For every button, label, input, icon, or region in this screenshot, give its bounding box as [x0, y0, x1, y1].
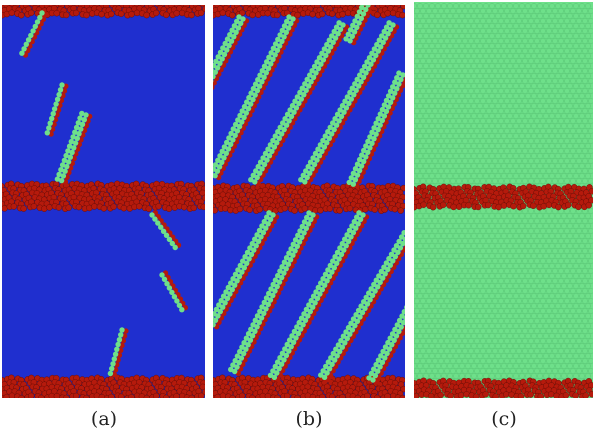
grain-boundary-middle — [414, 183, 593, 211]
defect-stripe — [159, 270, 188, 313]
twin-stripe-upper — [298, 20, 400, 187]
panel-a-atom-map — [2, 5, 205, 398]
defect-stripe — [54, 110, 93, 185]
grain-boundary-top — [213, 5, 405, 19]
panel-b-image — [213, 5, 405, 398]
twin-stripe-lower — [228, 210, 320, 376]
grain-boundary-middle — [2, 180, 205, 212]
caption-b: (b) — [295, 408, 323, 430]
defect-stripe — [19, 10, 49, 58]
twin-stripe-lower — [318, 230, 405, 383]
panel-b-atom-map — [213, 5, 405, 398]
panel-c-image — [414, 2, 593, 398]
grain-boundary-bottom — [414, 377, 593, 398]
defect-stripe — [107, 327, 129, 378]
panel-a-image — [2, 5, 205, 398]
twin-stripe-upper — [343, 5, 375, 46]
grain-boundary-bottom — [2, 374, 205, 398]
twin-stripe-upper — [248, 20, 350, 187]
caption-c: (c) — [491, 408, 517, 430]
twin-stripe-upper — [213, 14, 300, 181]
twin-stripe-lower — [366, 305, 405, 385]
twin-stripe-lower — [267, 210, 370, 382]
twin-stripe-upper — [213, 14, 250, 90]
defect-stripe — [44, 82, 69, 137]
grain-boundary-top — [2, 5, 205, 19]
defect-stripe — [149, 210, 182, 251]
grain-boundary-bottom — [213, 374, 405, 398]
twin-stripe-lower — [213, 210, 280, 330]
grain-boundary-middle — [213, 182, 405, 214]
panel-c-atom-map — [414, 2, 593, 398]
twin-stripe-upper — [346, 70, 405, 189]
caption-a: (a) — [90, 408, 118, 430]
